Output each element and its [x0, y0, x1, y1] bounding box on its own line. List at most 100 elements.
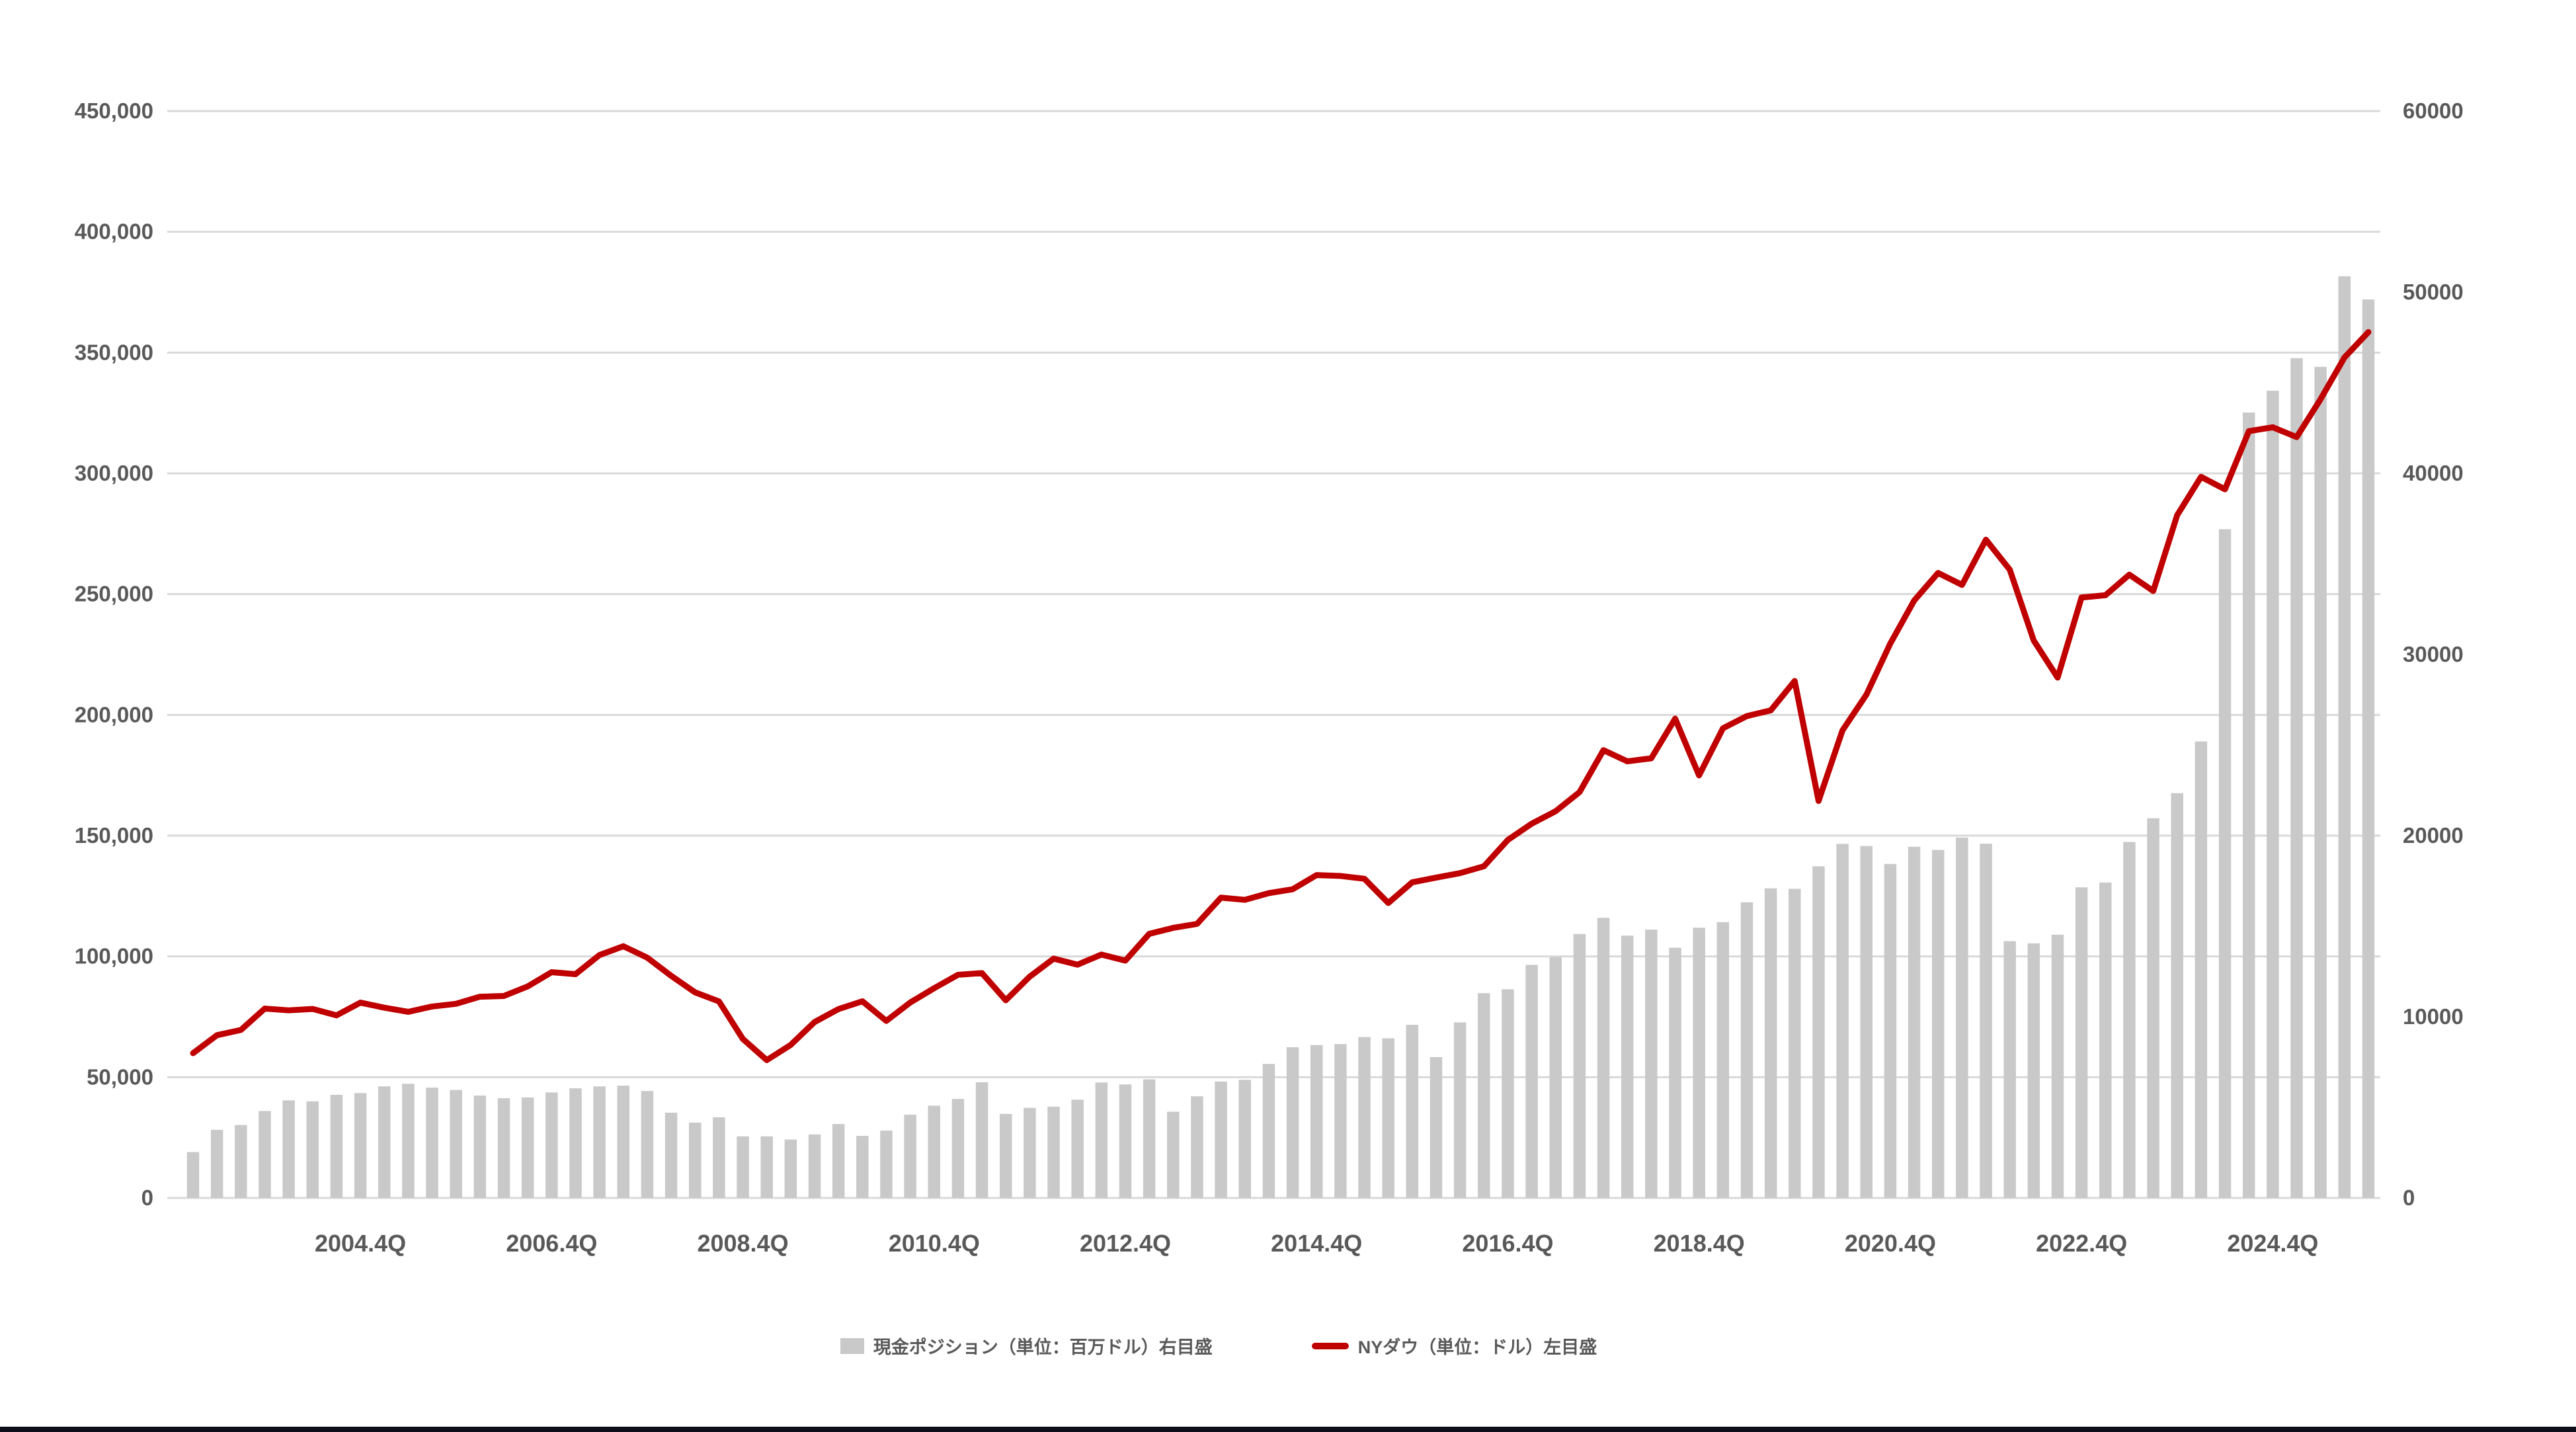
y-axis-tick-left: 150,000 [75, 823, 153, 848]
cash-bar [1095, 1082, 1108, 1198]
cash-bar [1956, 837, 1968, 1198]
cash-bar [1310, 1045, 1323, 1198]
cash-bar [1382, 1038, 1394, 1198]
cash-bar [1860, 846, 1873, 1198]
cash-bar [641, 1091, 654, 1198]
dow-line [190, 329, 2372, 1064]
x-axis-tick: 2004.4Q [315, 1230, 406, 1257]
cash-bar [402, 1084, 415, 1198]
y-axis-tick-left: 250,000 [75, 582, 153, 606]
cash-bar [1812, 866, 1825, 1198]
cash-bar [1621, 935, 1634, 1198]
cash-bar [1358, 1037, 1371, 1198]
cash-bar [1238, 1080, 1252, 1198]
cash-bar [2242, 412, 2255, 1198]
cash-bar [2314, 366, 2327, 1199]
y-axis-tick-left: 300,000 [75, 461, 153, 485]
cash-bar [2267, 391, 2279, 1198]
cash-bar [2290, 358, 2303, 1198]
cash-bar [1525, 965, 1538, 1198]
cash-bar [1740, 902, 1753, 1198]
cash-bar [2027, 943, 2040, 1198]
cash-bar [1931, 850, 1945, 1198]
cash-bar [808, 1134, 821, 1198]
cash-bar [880, 1131, 893, 1198]
y-axis-tick-left: 50,000 [87, 1064, 153, 1089]
cash-bar [617, 1086, 630, 1198]
cash-bar [1191, 1096, 1203, 1198]
cash-bar [235, 1125, 247, 1198]
cash-bar [1764, 888, 1777, 1198]
cash-bar [521, 1097, 534, 1198]
cash-bar [784, 1139, 797, 1198]
cash-bar [1908, 846, 1921, 1198]
cash-bar [2218, 529, 2232, 1198]
cash-bar [1980, 844, 1992, 1198]
x-axis-tick: 2018.4Q [1654, 1230, 1745, 1257]
cash-bar [450, 1090, 462, 1198]
cash-bar [1286, 1047, 1299, 1198]
cash-bar [1167, 1111, 1180, 1198]
cash-bar [1836, 844, 1849, 1198]
cash-bar [1143, 1079, 1156, 1198]
x-axis-tick: 2016.4Q [1462, 1230, 1553, 1257]
y-axis-tick-right: 10000 [2403, 1004, 2464, 1029]
cash-bar [856, 1136, 869, 1198]
cash-bar [2194, 741, 2208, 1198]
cash-bar [1071, 1099, 1084, 1198]
y-axis-tick-left: 450,000 [75, 99, 153, 123]
cash-bar [760, 1136, 773, 1198]
cash-bar [1716, 922, 1730, 1198]
cash-bar [1573, 934, 1586, 1198]
cash-bar [1262, 1064, 1275, 1198]
cash-bar [832, 1124, 845, 1198]
cash-bar [259, 1111, 271, 1198]
cash-bar [688, 1123, 702, 1198]
cash-bar [426, 1088, 438, 1198]
cash-bar [2075, 887, 2088, 1198]
cash-bar [1215, 1081, 1227, 1198]
cash-bar [497, 1098, 510, 1198]
y-axis-tick-right: 20000 [2403, 823, 2464, 848]
cash-bar [2099, 882, 2112, 1198]
cash-bar [354, 1093, 367, 1198]
x-axis-tick: 2020.4Q [1845, 1230, 1936, 1257]
cash-bar [1429, 1057, 1443, 1198]
cash-bar [2171, 793, 2184, 1198]
cash-bar [951, 1099, 965, 1198]
cash-bar [306, 1101, 319, 1198]
cash-bar [2338, 276, 2351, 1199]
cash-bar [999, 1113, 1012, 1198]
cash-bar [593, 1086, 606, 1198]
cash-bar [1669, 947, 1681, 1198]
bar-series-swatch-icon [840, 1337, 864, 1354]
x-axis-tick: 2022.4Q [2036, 1230, 2127, 1257]
cash-bar [737, 1136, 749, 1198]
cash-bar [2051, 934, 2064, 1198]
y-axis-tick-right: 30000 [2403, 642, 2464, 666]
cash-bar [975, 1082, 988, 1198]
cash-bar [1047, 1106, 1060, 1198]
y-axis-tick-left: 200,000 [75, 702, 153, 727]
cash-bar [186, 1152, 200, 1198]
cash-bar [1406, 1025, 1419, 1198]
cash-bar [330, 1095, 343, 1198]
cash-bar [569, 1088, 582, 1198]
x-axis-tick: 2010.4Q [889, 1230, 980, 1257]
x-axis-tick: 2024.4Q [2227, 1230, 2318, 1257]
cash-bar [473, 1095, 487, 1198]
cash-bar [282, 1100, 295, 1198]
y-axis-tick-right: 0 [2403, 1185, 2415, 1210]
y-axis-tick-left: 0 [141, 1185, 153, 1210]
line-series-swatch-icon [1311, 1342, 1349, 1349]
y-axis-tick-right: 50000 [2403, 280, 2464, 304]
legend-item-cash: 現金ポジション（単位：百万ドル）右目盛 [840, 1333, 1213, 1359]
cash-bar [1334, 1044, 1347, 1198]
cash-bar [545, 1092, 558, 1198]
cash-bar [713, 1117, 725, 1198]
cash-bar [1478, 993, 1490, 1198]
x-axis-tick: 2014.4Q [1271, 1230, 1362, 1257]
cash-bar [1693, 928, 1705, 1198]
cash-bar [664, 1113, 678, 1198]
